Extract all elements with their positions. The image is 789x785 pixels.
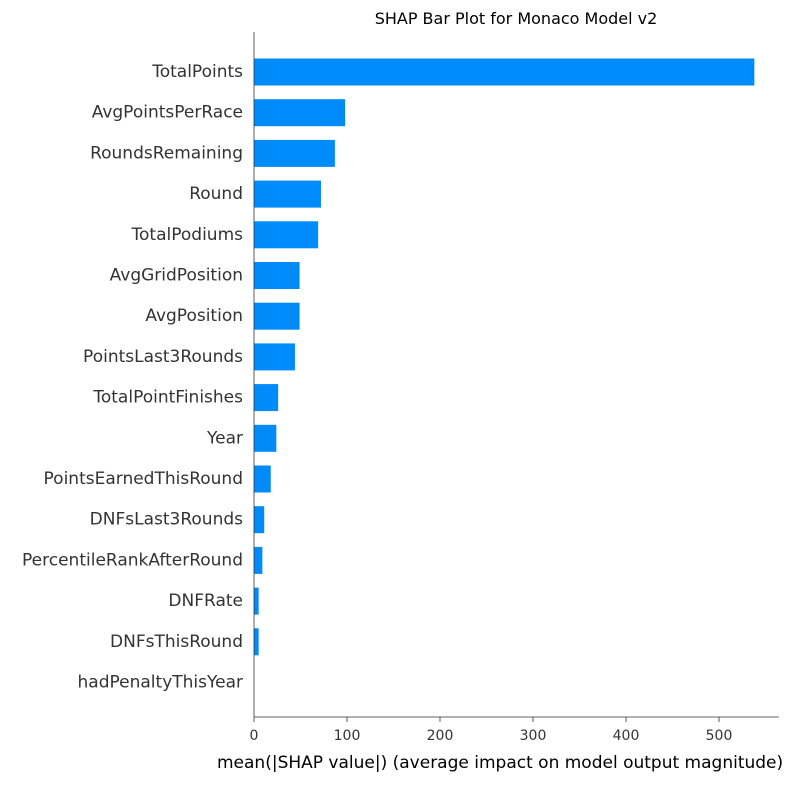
x-ticks: 0 100 200 300 400 500 — [250, 717, 733, 744]
y-tick-label: AvgPosition — [145, 306, 243, 326]
bar-DNFRate — [254, 587, 259, 615]
bar-AvgPosition — [254, 302, 300, 330]
bar-TotalPodiums — [254, 221, 319, 249]
chart-title: SHAP Bar Plot for Monaco Model v2 — [375, 9, 658, 28]
bar-PointsEarnedThisRound — [254, 465, 271, 493]
x-tick-label: 400 — [613, 728, 640, 744]
x-tick-label: 300 — [520, 728, 547, 744]
y-tick-label: DNFsLast3Rounds — [90, 510, 243, 530]
bar-Round — [254, 180, 321, 208]
y-tick-label: AvgPointsPerRace — [92, 103, 243, 123]
bar-DNFsThisRound — [254, 628, 259, 656]
bar-DNFsLast3Rounds — [254, 506, 265, 534]
y-tick-label: PointsEarnedThisRound — [44, 469, 243, 489]
bar-TotalPointFinishes — [254, 384, 279, 412]
x-tick-label: 500 — [706, 728, 733, 744]
y-tick-label: PointsLast3Rounds — [83, 347, 243, 367]
bars-group — [254, 58, 755, 656]
y-tick-label: AvgGridPosition — [110, 266, 243, 286]
bar-PercentileRankAfterRound — [254, 546, 263, 574]
y-tick-label: DNFRate — [168, 591, 243, 611]
y-tick-label: RoundsRemaining — [90, 143, 243, 163]
bar-Year — [254, 424, 277, 452]
x-tick-label: 200 — [427, 728, 454, 744]
y-tick-label: TotalPointFinishes — [92, 388, 243, 408]
y-tick-label: DNFsThisRound — [110, 632, 243, 652]
x-axis-label: mean(|SHAP value|) (average impact on mo… — [217, 753, 783, 773]
x-tick-label: 0 — [250, 728, 259, 744]
bar-AvgPointsPerRace — [254, 99, 346, 127]
y-tick-label: Round — [189, 184, 243, 204]
x-tick-label: 100 — [334, 728, 361, 744]
bar-PointsLast3Rounds — [254, 343, 295, 371]
y-tick-label: TotalPodiums — [131, 225, 244, 245]
y-tick-labels: TotalPoints AvgPointsPerRace RoundsRemaini… — [22, 62, 243, 693]
y-tick-label: hadPenaltyThisYear — [78, 673, 243, 693]
y-tick-label: PercentileRankAfterRound — [22, 550, 243, 570]
y-tick-label: TotalPoints — [151, 62, 243, 82]
bar-RoundsRemaining — [254, 139, 335, 167]
bar-TotalPoints — [254, 58, 755, 86]
y-tick-label: Year — [206, 428, 243, 448]
bar-AvgGridPosition — [254, 262, 300, 289]
